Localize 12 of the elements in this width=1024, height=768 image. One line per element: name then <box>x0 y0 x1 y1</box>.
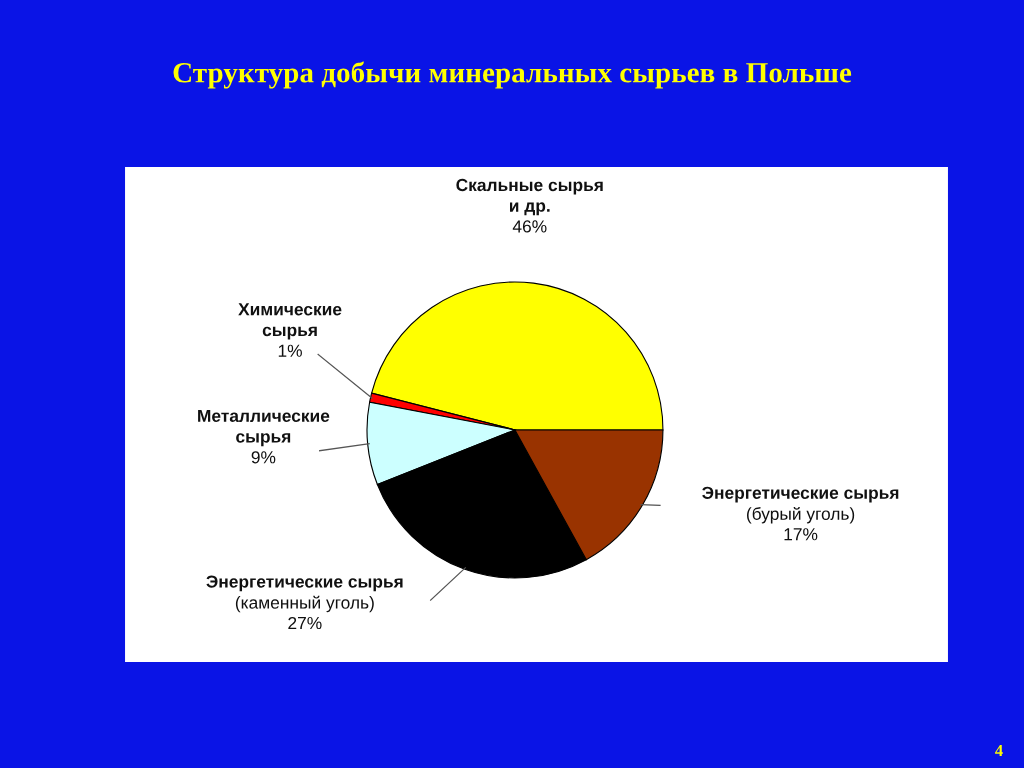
data-label: 46% <box>512 220 547 233</box>
data-label: 27% <box>288 616 322 630</box>
slice-label: Скальные сырья и др. <box>456 178 603 216</box>
slice-label: Металлические сырья <box>198 409 330 447</box>
data-label: 9% <box>251 451 276 464</box>
slice-label: Энергетические сырья (каменный уголь) <box>206 575 403 613</box>
slice-label: Химические сырья <box>238 303 342 340</box>
data-label: 1% <box>278 344 302 357</box>
text: 4 <box>995 745 1003 757</box>
slice-label: Энергетические сырья (бурый уголь) <box>702 486 899 524</box>
chart-title: Структура добычи минеральных сырьев в Польше <box>173 61 852 89</box>
data-label: 17% <box>784 528 818 541</box>
